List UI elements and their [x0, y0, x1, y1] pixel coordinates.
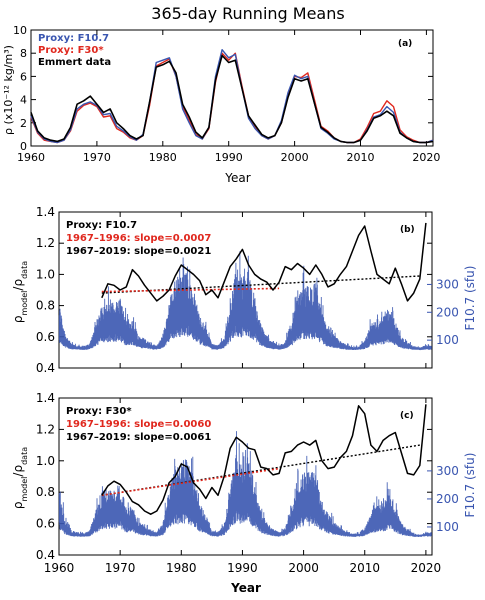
panel-c-ytick-label: 1.0 [36, 454, 55, 468]
panel-a-xtick-label: 2020 [412, 151, 440, 164]
panel-c-ylabel-sub: model [20, 477, 29, 502]
panel-b-ytick-label: 1.2 [36, 236, 55, 250]
panel-c-xlabel: Year [230, 581, 261, 595]
panel-b-ylabel-right: F10.7 (sfu) [463, 266, 477, 331]
panel-a-ytick-label: 6 [20, 70, 27, 83]
panel-c-ratio-line [101, 404, 427, 515]
panel-a-label: (a) [398, 39, 412, 49]
panel-a-frame [30, 29, 434, 147]
panel-b-frame [58, 211, 433, 369]
panel-a-legend-emmert: Emmert data [38, 57, 111, 68]
panel-c-xtick-label: 1980 [166, 561, 197, 575]
panel-c-ytick-label: 1.4 [36, 391, 55, 405]
panel-a-ytick-label: 0 [20, 140, 27, 153]
panel-b-label: (b) [400, 225, 415, 235]
panel-a-ytick-label: 2 [20, 117, 27, 130]
panel-a-legend-f107: Proxy: F10.7 [38, 33, 109, 44]
panel-c-rtick-label: 200 [436, 492, 459, 506]
panel-a-xtick-label: 2010 [347, 151, 375, 164]
figure-title: 365-day Running Means [151, 4, 344, 23]
panel-c-xtick-label: 1990 [227, 561, 258, 575]
panel-a-xtick-label: 1980 [149, 151, 177, 164]
panel-a-xlabel: Year [224, 171, 250, 185]
panel-a-xtick-label: 1990 [215, 151, 243, 164]
panel-a-ytick-label: 8 [20, 47, 27, 60]
panel-b-legend-fit-2019: 1967–2019: slope=0.0021 [66, 246, 211, 257]
panel-a-yticks: 0 2 4 6 8 10 [13, 24, 433, 153]
panel-c-ytick-label: 0.4 [36, 548, 55, 562]
panel-c-fit-1967-1996 [101, 467, 280, 497]
panel-c-rtick-label: 100 [436, 520, 459, 534]
panel-c-ylabel-right: F10.7 (sfu) [463, 453, 477, 518]
panel-c-frame [58, 397, 433, 556]
panel-b-ytick-label: 0.8 [36, 299, 55, 313]
panel-c-xtick-label: 2010 [349, 561, 380, 575]
panel-b-legend-fit-1996: 1967–1996: slope=0.0007 [66, 233, 211, 244]
panel-a-series [30, 49, 434, 144]
panel-c-f107-scatter [58, 431, 432, 537]
panel-b-rtick-label: 300 [436, 277, 459, 291]
panel-b: ρmodel/ρdata F10.7 (sfu) (b) Proxy: F10.… [11, 205, 477, 375]
panel-a-line-emmert-data [30, 54, 434, 144]
panel-c-ylabel-left: ρmodel/ρdata [11, 447, 29, 509]
panel-c-xticks: 1960 1970 1980 1990 2000 2010 2020 [44, 398, 441, 575]
panel-a-xtick-label: 1970 [83, 151, 111, 164]
panel-c-yticks: 0.4 0.6 0.8 1.0 1.2 1.4 [36, 391, 432, 562]
panel-b-fit-1967-1996 [101, 287, 280, 293]
panel-b-yticks: 0.4 0.6 0.8 1.0 1.2 1.4 [36, 205, 432, 375]
panel-c-rticks: 100 200 300 [427, 464, 459, 534]
panel-b-legend-proxy: Proxy: F10.7 [66, 220, 137, 231]
panel-a-xtick-label: 2000 [281, 151, 309, 164]
panel-a-ytick-label: 4 [20, 94, 27, 107]
panel-c-legend-proxy: Proxy: F30* [66, 406, 132, 417]
panel-c-xtick-label: 1970 [105, 561, 136, 575]
panel-a-xticks: 1960 1970 1980 1990 2000 2010 2020 [17, 30, 440, 164]
panel-b-ytick-label: 0.6 [36, 330, 55, 344]
panel-b-rticks: 100 200 300 [427, 277, 459, 347]
panel-c-xtick-label: 2000 [288, 561, 319, 575]
panel-c: ρmodel/ρdata F10.7 (sfu) Year (c) Proxy:… [11, 391, 477, 595]
panel-c-label: (c) [400, 411, 414, 421]
panel-c-f107-daily [58, 431, 432, 537]
panel-b-xticks [58, 212, 427, 368]
panel-b-ytick-label: 1.0 [36, 267, 55, 281]
panel-c-xtick-label: 1960 [44, 561, 75, 575]
panel-c-legend-fit-2019: 1967–2019: slope=0.0061 [66, 432, 211, 443]
panel-a-legend-f30: Proxy: F30* [38, 45, 104, 56]
panel-a-ylabel: ρ (x10⁻¹² kg/m³) [2, 45, 15, 135]
panel-b-f107-scatter [58, 251, 432, 351]
panel-a: ρ (x10⁻¹² kg/m³) Year (a) Proxy: F10.7 P… [2, 24, 440, 185]
panel-c-ytick-label: 0.8 [36, 485, 55, 499]
panel-c-legend-fit-1996: 1967–1996: slope=0.0060 [66, 419, 211, 430]
panel-a-ytick-label: 10 [13, 24, 27, 37]
panel-a-xtick-label: 1960 [17, 151, 45, 164]
panel-b-ylabel-left: ρmodel/ρdata [11, 261, 29, 323]
panel-b-series [101, 222, 427, 302]
panel-c-ytick-label: 0.6 [36, 517, 55, 531]
panel-c-rtick-label: 300 [436, 464, 459, 478]
panel-b-rtick-label: 200 [436, 305, 459, 319]
panel-b-f107-daily [58, 251, 432, 351]
panel-c-xtick-label: 2020 [411, 561, 442, 575]
panel-c-series [101, 404, 427, 515]
panel-b-rtick-label: 100 [436, 333, 459, 347]
panel-b-ylabel-sub: model [20, 291, 29, 316]
panel-c-ytick-label: 1.2 [36, 422, 55, 436]
panel-b-ytick-label: 1.4 [36, 205, 55, 219]
panel-b-ratio-line [101, 222, 427, 302]
panel-b-ytick-label: 0.4 [36, 361, 55, 375]
